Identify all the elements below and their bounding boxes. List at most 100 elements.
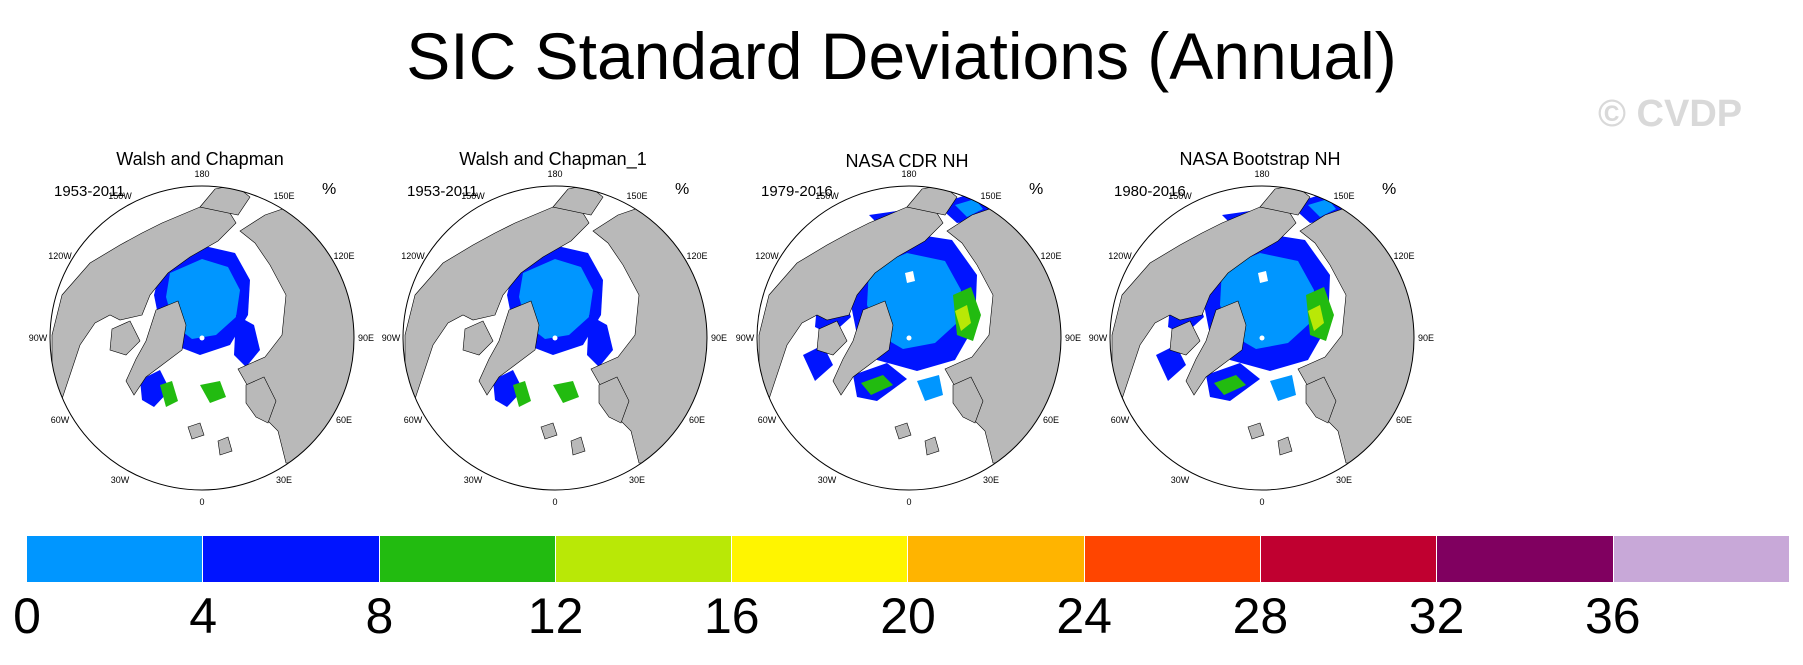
longitude-label: 60W [404,415,423,425]
land-mass [404,204,590,406]
land-mass [462,320,494,356]
longitude-label: 90W [736,333,755,343]
colorbar-box [1084,536,1262,582]
longitude-label: 0 [906,497,911,507]
colorbar-box [908,536,1085,582]
map-border [1109,185,1415,491]
land-mass [245,376,277,424]
colorbar-tick-label: 12 [527,588,584,644]
longitude-label: 60E [1043,415,1059,425]
longitude-label: 150W [1168,191,1192,201]
colorbar-tick-label: 0 [13,588,41,644]
map-panel: Walsh and Chapman_1 1953-2011% 180 150E 120E… [382,145,757,507]
longitude-label: 90E [1065,333,1081,343]
longitude-label: 90E [1418,333,1434,343]
colorbar-box [1613,536,1789,582]
longitude-label: 30W [464,475,483,485]
longitude-label: 30W [111,475,130,485]
land-mass [109,320,141,356]
colorbar-box [27,536,204,582]
map-border [756,185,1062,491]
longitude-label: 120E [334,251,355,261]
longitude-label: 30E [276,475,292,485]
longitude-label: 30E [1336,475,1352,485]
panel-units: % [1029,181,1044,198]
colorbar-tick-label: 20 [880,588,936,644]
land-mass [570,436,586,456]
longitude-label: 120W [1108,251,1132,261]
colorbar-tick-label: 32 [1408,588,1465,644]
colorbar-tick-label: 28 [1232,588,1289,644]
longitude-label: 150E [273,191,294,201]
polar-map: 180 150E 120E 90E 60E 30E 0 30W 60W 90W 120W 150W [29,169,374,507]
land-mass [51,204,237,406]
panel-years: 1953-2011 [407,183,478,200]
panel-title: NASA Bootstrap NH [1179,149,1341,169]
longitude-label: 60E [689,415,705,425]
land-mass [952,376,984,424]
colorbar-box [555,536,733,582]
colorbar-tick-label: 8 [365,588,394,644]
land-mass [217,436,233,456]
colorbar-box [732,536,909,582]
land-mass [1185,300,1247,396]
land-mass [924,436,940,456]
longitude-label: 120E [687,251,708,261]
panel-title: NASA CDR NH [845,151,969,171]
map-border [402,185,708,491]
longitude-label: 90W [382,333,401,343]
colorbar-box [379,536,556,582]
land-mass [478,300,540,396]
colorbar-tick-label: 4 [189,588,218,644]
land-mass [816,320,848,356]
longitude-label: 0 [1259,497,1264,507]
longitude-label: 120W [755,251,779,261]
land-mass [832,300,894,396]
longitude-label: 150W [461,191,485,201]
panel-units: % [1382,181,1397,198]
longitude-label: 60W [51,415,70,425]
colorbar-tick-label: 24 [1056,588,1112,644]
colorbar-tick-label: 16 [703,588,760,644]
polar-map: 180 150E 120E 90E 60E 30E 0 30W 60W 90W 120W 150W [382,169,727,507]
longitude-label: 90W [29,333,48,343]
panel-title: Walsh and Chapman_1 [459,149,647,169]
longitude-label: 120W [48,251,72,261]
panel-years: 1980-2016 [1114,183,1186,200]
map-panel: Walsh and Chapman 1953-2011% 180 150E 120E 90… [29,145,404,507]
colorbar-box [203,536,380,582]
colorbar [27,536,1789,582]
land-mass [598,376,630,424]
land-mass [894,422,912,440]
longitude-label: 180 [901,169,916,179]
longitude-label: 60W [758,415,777,425]
land-mass [1305,376,1337,424]
colorbar-box [1261,536,1438,582]
map-panel: NASA CDR NH 1979-2016% 180 150E 120E 90E 60E 30… [736,145,1111,507]
land-mass [1169,320,1201,356]
land-mass [1277,436,1293,456]
panel-units: % [675,181,690,198]
longitude-label: 30W [818,475,837,485]
land-mass [540,422,558,440]
land-mass [125,300,187,396]
land-mass [758,204,944,406]
colorbar-tick-label: 36 [1584,588,1641,644]
land-mass [1247,422,1265,440]
map-border [49,185,355,491]
longitude-label: 30W [1171,475,1190,485]
panel-title: Walsh and Chapman [116,149,284,169]
panel-years: 1953-2011 [54,183,125,200]
longitude-label: 150E [1333,191,1354,201]
longitude-label: 180 [1254,169,1269,179]
land-mass [187,422,205,440]
longitude-label: 150E [626,191,647,201]
longitude-label: 120E [1394,251,1415,261]
longitude-label: 30E [629,475,645,485]
longitude-label: 0 [552,497,557,507]
longitude-label: 180 [194,169,209,179]
longitude-label: 150E [980,191,1001,201]
panel-years: 1979-2016 [761,183,833,200]
longitude-label: 180 [547,169,562,179]
longitude-label: 60W [1111,415,1130,425]
